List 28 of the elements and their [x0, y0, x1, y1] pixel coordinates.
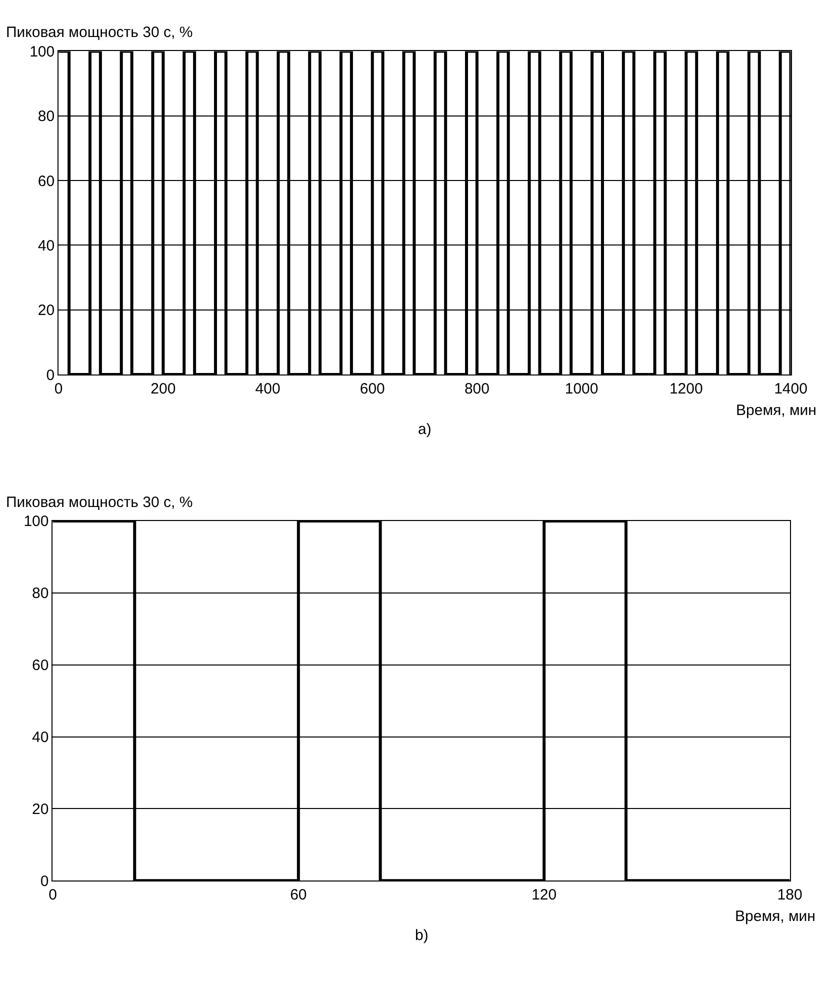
text: a): [418, 421, 432, 438]
x-axis-title: Время, мин: [736, 402, 816, 419]
y-axis-title: Пиковая мощность 30 с, %: [6, 494, 193, 511]
x-tick-label: 120: [532, 886, 557, 904]
x-tick-label: 400: [255, 380, 280, 398]
y-tick-label: 60: [38, 172, 55, 190]
y-tick-label: 20: [32, 800, 49, 818]
x-tick-label: 200: [150, 380, 176, 398]
x-tick-label: 1200: [669, 380, 703, 398]
x-tick-label: 1400: [774, 380, 808, 398]
text: b): [415, 927, 428, 944]
y-tick-label: 20: [38, 302, 55, 320]
y-tick-label: 60: [32, 657, 49, 674]
y-tick-label: 100: [24, 513, 49, 530]
y-tick-label: 80: [38, 108, 55, 126]
x-tick-label: 180: [777, 886, 802, 904]
x-tick-label: 800: [464, 380, 490, 398]
y-tick-label: 40: [38, 237, 55, 254]
x-tick-label: 60: [290, 886, 307, 904]
x-tick-label: 600: [360, 380, 385, 398]
x-axis-title: Время, мин: [735, 908, 816, 925]
y-tick-label: 80: [32, 585, 49, 602]
y-tick-label: 40: [32, 729, 49, 746]
x-tick-label: 1000: [564, 380, 598, 398]
y-axis-title: Пиковая мощность 30 с, %: [6, 24, 193, 41]
y-tick-label: 0: [46, 366, 55, 384]
y-tick-label: 100: [30, 43, 55, 60]
y-tick-label: 0: [40, 872, 49, 890]
